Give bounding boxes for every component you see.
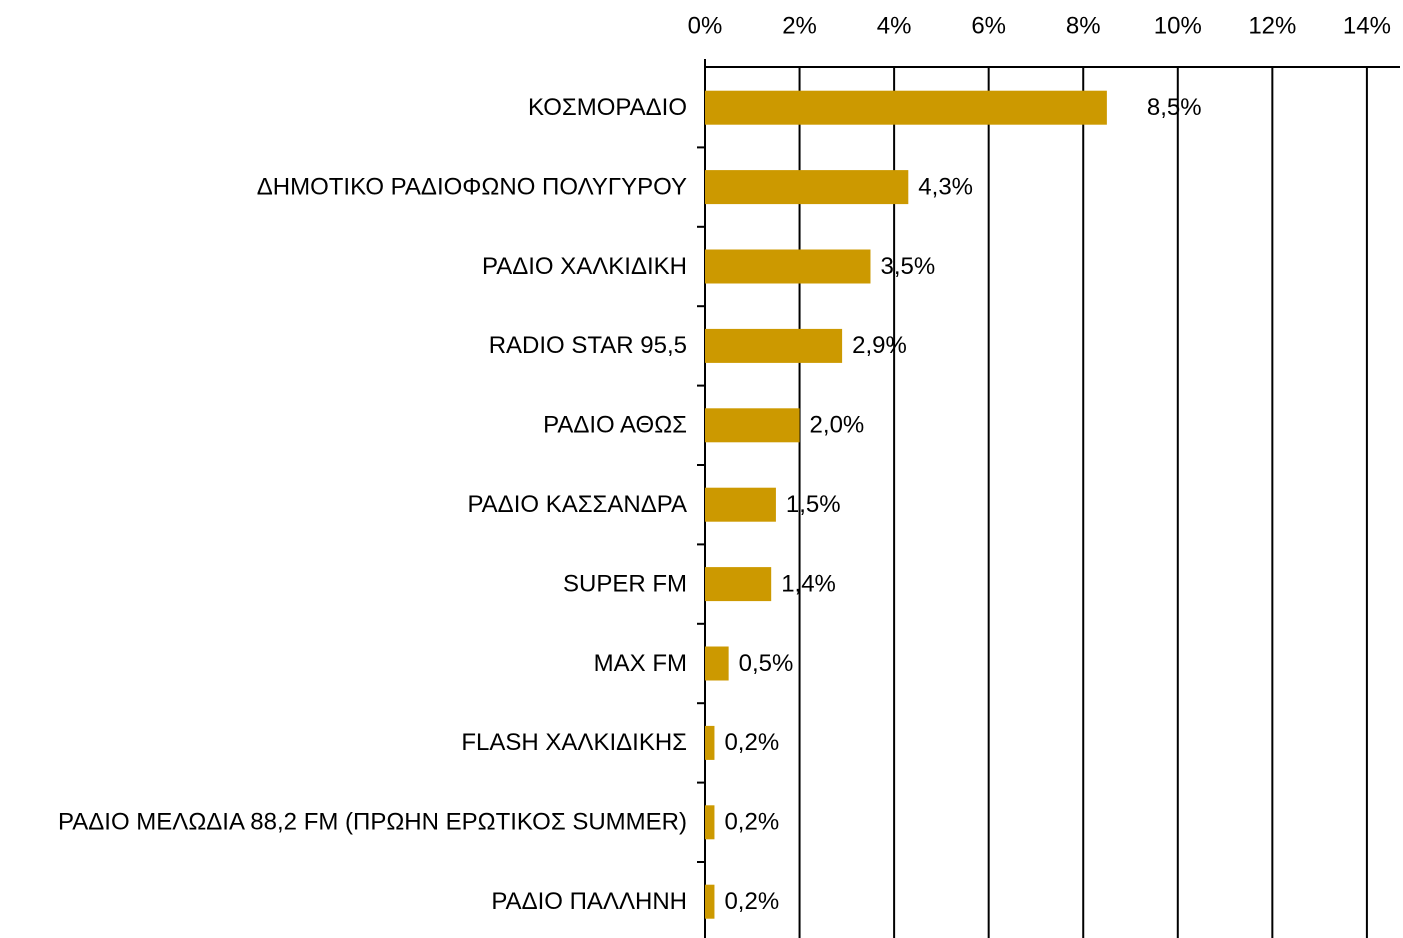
value-label: 0,2% — [724, 888, 779, 915]
bar — [705, 408, 800, 443]
bar — [705, 805, 715, 840]
bar — [705, 567, 772, 602]
value-label: 2,9% — [852, 332, 907, 359]
x-tick-label: 12% — [1248, 12, 1296, 39]
y-tick-label: ΡΑΔΙΟ ΜΕΛΩΔΙΑ 88,2 FM (ΠΡΩΗΝ ΕΡΩΤΙΚΟΣ SU… — [58, 809, 687, 836]
bar — [705, 487, 776, 522]
bar — [705, 249, 871, 284]
y-tick-label: FLASH ΧΑΛΚΙΔΙΚΗΣ — [461, 729, 687, 756]
bar — [705, 646, 729, 681]
x-tick-label: 4% — [877, 12, 912, 39]
y-tick-label: ΡΑΔΙΟ ΚΑΣΣΑΝΔΡΑ — [467, 491, 687, 518]
x-tick-label: 10% — [1154, 12, 1202, 39]
y-tick-label: SUPER FM — [563, 570, 687, 597]
value-label: 2,0% — [810, 412, 865, 439]
bar — [705, 884, 715, 919]
bar — [705, 90, 1107, 125]
y-tick-label: MAX FM — [594, 650, 687, 677]
bar — [705, 328, 843, 363]
bar — [705, 725, 715, 760]
value-label: 4,3% — [918, 173, 973, 200]
y-tick-label: RADIO STAR 95,5 — [489, 332, 687, 359]
value-label: 0,5% — [739, 650, 794, 677]
x-tick-label: 14% — [1343, 12, 1391, 39]
value-label: 1,4% — [781, 570, 836, 597]
x-tick-label: 8% — [1066, 12, 1101, 39]
value-label: 3,5% — [880, 253, 935, 280]
x-tick-label: 0% — [688, 12, 723, 39]
value-label: 0,2% — [724, 729, 779, 756]
x-tick-label: 2% — [782, 12, 817, 39]
y-tick-label: ΡΑΔΙΟ ΑΘΩΣ — [543, 412, 687, 439]
y-tick-label: ΡΑΔΙΟ ΠΑΛΛΗΝΗ — [491, 888, 687, 915]
y-tick-label: ΡΑΔΙΟ ΧΑΛΚΙΔΙΚΗ — [482, 253, 687, 280]
bar — [705, 170, 909, 205]
y-tick-label: ΔΗΜΟΤΙΚΟ ΡΑΔΙΟΦΩΝΟ ΠΟΛΥΓΥΡΟΥ — [257, 173, 687, 200]
value-label: 1,5% — [786, 491, 841, 518]
value-label: 0,2% — [724, 809, 779, 836]
value-label: 8,5% — [1147, 94, 1202, 121]
y-tick-label: ΚΟΣΜΟΡΑΔΙΟ — [528, 94, 687, 121]
x-tick-label: 6% — [971, 12, 1006, 39]
